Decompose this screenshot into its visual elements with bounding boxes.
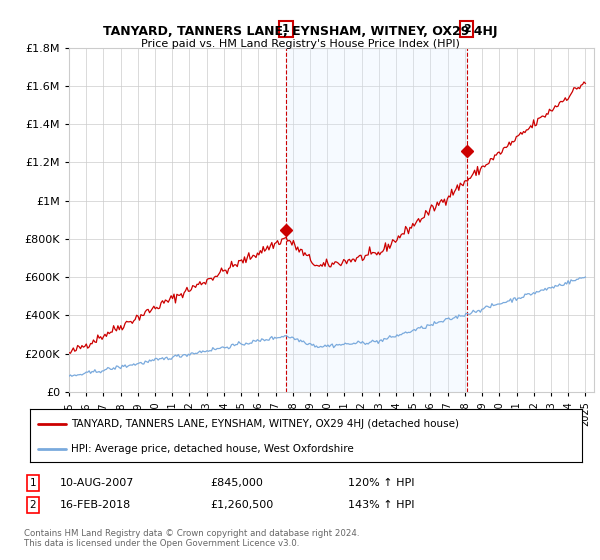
Text: 16-FEB-2018: 16-FEB-2018 bbox=[60, 500, 131, 510]
Text: £845,000: £845,000 bbox=[210, 478, 263, 488]
Text: HPI: Average price, detached house, West Oxfordshire: HPI: Average price, detached house, West… bbox=[71, 444, 354, 454]
Text: This data is licensed under the Open Government Licence v3.0.: This data is licensed under the Open Gov… bbox=[24, 539, 299, 548]
Text: Price paid vs. HM Land Registry's House Price Index (HPI): Price paid vs. HM Land Registry's House … bbox=[140, 39, 460, 49]
Text: 143% ↑ HPI: 143% ↑ HPI bbox=[348, 500, 415, 510]
Text: Contains HM Land Registry data © Crown copyright and database right 2024.: Contains HM Land Registry data © Crown c… bbox=[24, 529, 359, 538]
Text: 120% ↑ HPI: 120% ↑ HPI bbox=[348, 478, 415, 488]
Text: 10-AUG-2007: 10-AUG-2007 bbox=[60, 478, 134, 488]
Text: 1: 1 bbox=[29, 478, 37, 488]
Text: 2: 2 bbox=[463, 24, 470, 34]
Text: 1: 1 bbox=[282, 24, 290, 34]
Bar bbox=[286, 48, 467, 392]
Text: TANYARD, TANNERS LANE, EYNSHAM, WITNEY, OX29 4HJ (detached house): TANYARD, TANNERS LANE, EYNSHAM, WITNEY, … bbox=[71, 419, 460, 429]
Text: TANYARD, TANNERS LANE, EYNSHAM, WITNEY, OX29 4HJ: TANYARD, TANNERS LANE, EYNSHAM, WITNEY, … bbox=[103, 25, 497, 38]
Text: £1,260,500: £1,260,500 bbox=[210, 500, 273, 510]
Text: 2: 2 bbox=[29, 500, 37, 510]
